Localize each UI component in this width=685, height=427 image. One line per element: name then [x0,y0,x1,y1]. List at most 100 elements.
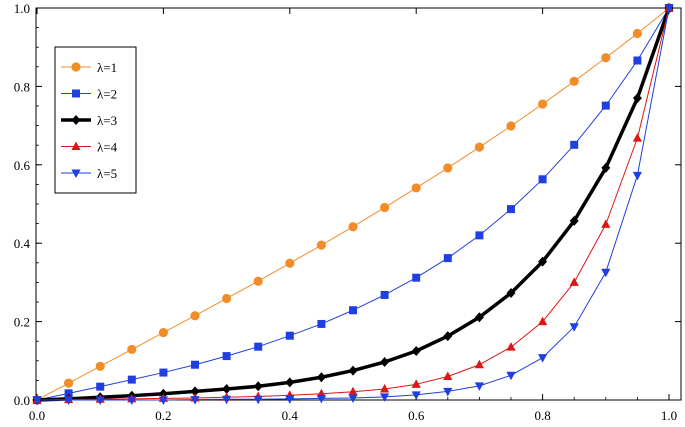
data-point [64,378,74,388]
data-point [349,306,357,315]
data-point [285,258,295,268]
data-point [380,384,390,393]
legend: λ=1 λ=2 λ=3 λ=4 λ=5 [54,46,137,194]
data-point [506,121,516,131]
data-point [538,256,548,267]
data-point [222,352,231,361]
data-point [570,140,579,149]
data-point [316,394,326,404]
data-point [633,56,642,65]
legend-entry: λ=3 [61,113,117,128]
data-point [95,396,105,405]
data-point [348,222,358,232]
data-point [443,371,453,380]
series-2 [33,4,673,404]
data-point [506,342,516,351]
data-point [222,395,232,405]
data-point [474,312,484,323]
data-point [190,311,200,321]
data-point [380,393,390,402]
data-point [127,396,137,405]
data-point [380,356,390,367]
series-layer [32,3,674,405]
data-point [601,53,611,63]
legend-label: λ=4 [97,140,118,155]
data-point [411,183,421,193]
data-point [506,371,516,381]
data-point [159,368,168,377]
data-point [32,396,42,405]
data-point [190,396,200,405]
data-point [632,133,642,142]
data-point [285,377,295,388]
x-tick-label: 0.6 [408,408,425,423]
series-3 [32,3,674,405]
data-point [191,360,199,369]
legend-label: λ=3 [97,113,117,128]
data-point [411,391,421,400]
data-point [569,323,579,332]
data-point [64,389,73,398]
x-tick-label: 0.4 [282,408,299,423]
data-point [95,361,105,371]
data-point [474,142,484,152]
data-point [601,219,611,228]
data-point [664,4,674,13]
y-tick-label: 0.0 [14,393,30,408]
data-point [316,372,326,383]
data-point [601,162,611,173]
data-point [380,202,390,213]
x-tick-label: 0.8 [534,408,550,423]
data-point [380,290,389,299]
data-point [285,395,295,404]
legend-marker [71,115,81,125]
data-point [443,387,453,397]
data-point [127,344,137,355]
data-point [222,384,232,395]
data-point [317,319,326,328]
y-tick-label: 1.0 [14,1,30,16]
legend-entry: λ=1 [61,60,117,75]
y-tick-label: 0.8 [14,79,30,94]
legend-marker [71,169,81,178]
x-tick-label: 0.2 [155,408,171,423]
data-point [127,375,136,384]
data-point [506,287,516,298]
legend-label: λ=5 [97,166,117,181]
legend-entry: λ=5 [61,166,117,181]
legend-entry: λ=2 [61,87,117,102]
series-5 [32,4,674,405]
data-point [285,331,294,340]
x-tick-label: 0.0 [29,408,45,423]
data-point [538,354,548,363]
data-point [348,386,358,396]
y-tick-label: 0.2 [14,315,30,330]
data-point [507,205,515,214]
data-point [443,331,453,342]
data-point [538,99,548,109]
data-point [190,386,200,397]
legend-label: λ=1 [97,60,117,75]
data-point [253,381,263,392]
data-point [158,396,168,405]
legend-marker [71,62,81,72]
data-point [253,395,263,405]
x-tick-label: 1.0 [661,408,677,423]
y-tick-label: 0.4 [14,236,31,251]
data-point [254,342,263,351]
data-point [569,277,579,286]
data-point [411,346,421,356]
data-point [316,240,326,250]
data-point [348,394,358,404]
data-point [158,327,168,338]
data-point [538,175,547,184]
data-point [64,396,74,405]
data-point [632,28,643,39]
data-point [632,171,642,181]
legend-label: λ=2 [97,87,117,102]
data-point [96,382,105,391]
data-point [443,254,452,263]
data-point [474,382,484,391]
data-point [412,273,421,282]
